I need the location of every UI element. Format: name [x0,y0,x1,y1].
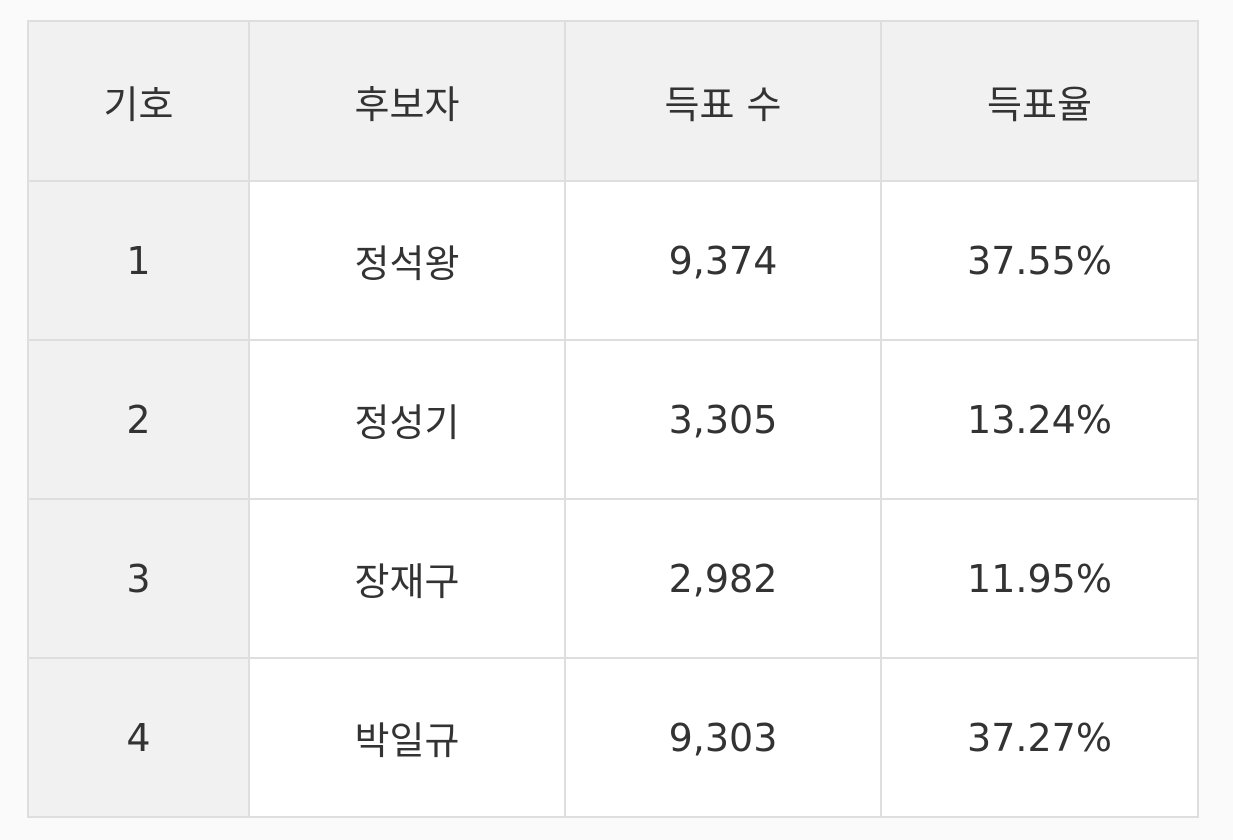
cell-number: 3 [27,498,250,659]
cell-number: 1 [27,180,250,341]
cell-vote-rate: 37.55% [880,180,1199,341]
table-row: 4 박일규 9,303 37.27% [27,657,1199,818]
cell-vote-rate: 11.95% [880,498,1199,659]
header-number: 기호 [27,20,250,182]
table-row: 1 정석왕 9,374 37.55% [27,180,1199,341]
header-row: 기호 후보자 득표 수 득표율 [27,20,1199,182]
header-votes: 득표 수 [564,20,882,182]
cell-votes: 3,305 [564,339,882,500]
cell-vote-rate: 37.27% [880,657,1199,818]
table-row: 3 장재구 2,982 11.95% [27,498,1199,659]
cell-votes: 2,982 [564,498,882,659]
header-candidate: 후보자 [248,20,566,182]
header-vote-rate: 득표율 [880,20,1199,182]
cell-candidate: 장재구 [248,498,566,659]
cell-candidate: 박일규 [248,657,566,818]
cell-number: 2 [27,339,250,500]
cell-candidate: 정석왕 [248,180,566,341]
cell-votes: 9,374 [564,180,882,341]
cell-vote-rate: 13.24% [880,339,1199,500]
table-row: 2 정성기 3,305 13.24% [27,339,1199,500]
cell-candidate: 정성기 [248,339,566,500]
results-table: 기호 후보자 득표 수 득표율 1 정석왕 9,374 37.55% 2 정성기… [27,20,1199,818]
cell-votes: 9,303 [564,657,882,818]
cell-number: 4 [27,657,250,818]
